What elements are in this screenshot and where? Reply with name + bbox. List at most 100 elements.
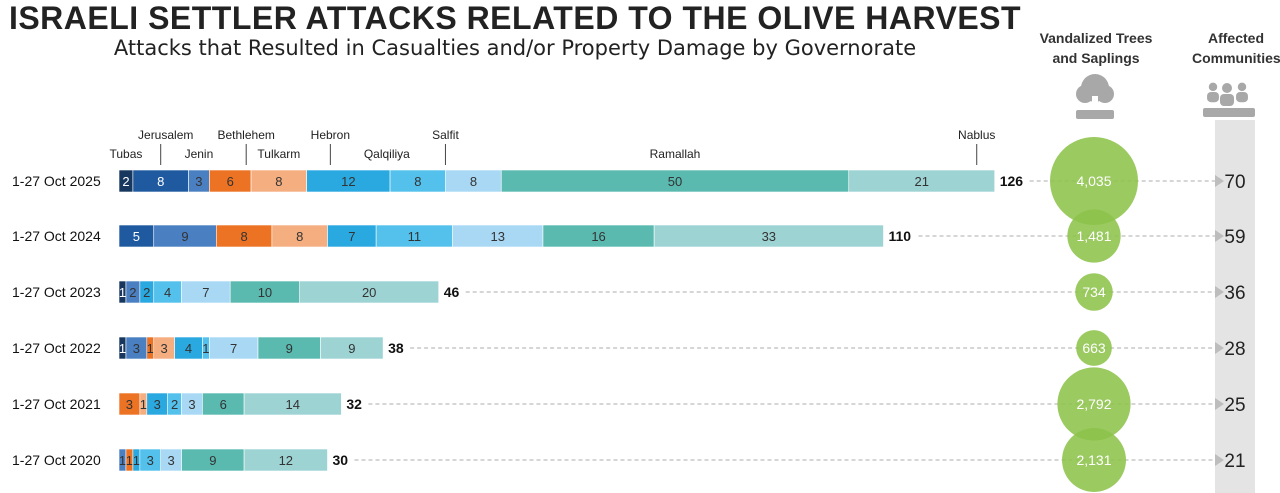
row-arrowhead bbox=[1215, 398, 1224, 410]
trees-bubble bbox=[1062, 428, 1126, 492]
segment-value-label: 20 bbox=[362, 285, 376, 300]
segment-value-label: 6 bbox=[220, 397, 227, 412]
trees-value-label: 2,792 bbox=[1076, 396, 1111, 412]
segment-value-label: 8 bbox=[275, 174, 282, 189]
segment-value-label: 5 bbox=[133, 229, 140, 244]
segment-value-label: 7 bbox=[230, 341, 237, 356]
row-label: 1-27 Oct 2024 bbox=[12, 228, 101, 244]
segment-value-label: 3 bbox=[126, 397, 133, 412]
trees-value-label: 2,131 bbox=[1076, 452, 1111, 468]
segment-value-label: 13 bbox=[491, 229, 505, 244]
segment-value-label: 7 bbox=[348, 229, 355, 244]
segment-value-label: 2 bbox=[129, 285, 136, 300]
row-arrowhead bbox=[1215, 230, 1224, 242]
segment-value-label: 1 bbox=[140, 397, 147, 412]
segment-value-label: 21 bbox=[914, 174, 928, 189]
segment-value-label: 1 bbox=[119, 453, 126, 468]
segment-value-label: 3 bbox=[154, 397, 161, 412]
row-arrowhead bbox=[1215, 454, 1224, 466]
segment-value-label: 3 bbox=[168, 453, 175, 468]
segment-value-label: 8 bbox=[470, 174, 477, 189]
governorate-label-bethlehem: Bethlehem bbox=[218, 128, 275, 142]
row-arrowhead bbox=[1215, 342, 1224, 354]
segment-value-label: 7 bbox=[202, 285, 209, 300]
communities-value-label: 25 bbox=[1224, 395, 1245, 416]
segment-value-label: 1 bbox=[119, 341, 126, 356]
segment-value-label: 2 bbox=[122, 174, 129, 189]
segment-value-label: 3 bbox=[195, 174, 202, 189]
segment-value-label: 1 bbox=[119, 285, 126, 300]
bar-segment-nablus bbox=[299, 280, 440, 304]
segment-value-label: 3 bbox=[133, 341, 140, 356]
governorate-label-tubas: Tubas bbox=[109, 147, 142, 161]
segment-value-label: 9 bbox=[181, 229, 188, 244]
segment-value-label: 3 bbox=[147, 453, 154, 468]
row-arrowhead bbox=[1215, 175, 1224, 187]
trees-value-label: 734 bbox=[1082, 284, 1106, 300]
governorate-label-tulkarm: Tulkarm bbox=[257, 147, 300, 161]
tree-icon bbox=[1076, 74, 1114, 119]
segment-value-label: 1 bbox=[133, 453, 140, 468]
governorate-label-jerusalem: Jerusalem bbox=[138, 128, 193, 142]
segment-value-label: 2 bbox=[171, 397, 178, 412]
segment-value-label: 9 bbox=[209, 453, 216, 468]
segment-value-label: 11 bbox=[408, 229, 422, 244]
segment-value-label: 10 bbox=[258, 285, 272, 300]
communities-value-label: 28 bbox=[1224, 339, 1245, 360]
governorate-label-qalqiliya: Qalqiliya bbox=[364, 147, 410, 161]
bar-segment-nablus bbox=[848, 169, 995, 193]
communities-value-label: 59 bbox=[1224, 227, 1245, 248]
trees-bubble bbox=[1075, 273, 1113, 311]
trees-column-header: Vandalized Trees and Saplings bbox=[1039, 30, 1153, 66]
trees-bubble bbox=[1050, 137, 1138, 225]
row-label: 1-27 Oct 2025 bbox=[12, 173, 101, 189]
trees-bubble bbox=[1057, 367, 1131, 441]
row-total-label: 46 bbox=[444, 284, 460, 300]
trees-value-label: 4,035 bbox=[1076, 173, 1111, 189]
communities-value-label: 21 bbox=[1224, 451, 1245, 472]
segment-value-label: 1 bbox=[126, 453, 133, 468]
segment-value-label: 3 bbox=[161, 341, 168, 356]
communities-value-label: 70 bbox=[1224, 172, 1245, 193]
communities-column-header: Affected Communities bbox=[1192, 30, 1280, 66]
governorate-label-salfit: Salfit bbox=[432, 128, 459, 142]
row-label: 1-27 Oct 2020 bbox=[12, 452, 101, 468]
row-total-label: 30 bbox=[333, 452, 349, 468]
segment-value-label: 6 bbox=[227, 174, 234, 189]
row-label: 1-27 Oct 2022 bbox=[12, 340, 101, 356]
row-total-label: 32 bbox=[346, 396, 362, 412]
segment-value-label: 4 bbox=[164, 285, 171, 300]
bar-segment-nablus bbox=[243, 448, 328, 472]
segment-value-label: 3 bbox=[188, 397, 195, 412]
segment-value-label: 8 bbox=[157, 174, 164, 189]
governorate-label-hebron: Hebron bbox=[311, 128, 350, 142]
segment-value-label: 9 bbox=[286, 341, 293, 356]
segment-value-label: 8 bbox=[414, 174, 421, 189]
segment-value-label: 9 bbox=[348, 341, 355, 356]
row-total-label: 38 bbox=[388, 340, 404, 356]
segment-value-label: 12 bbox=[341, 174, 355, 189]
segment-value-label: 16 bbox=[591, 229, 605, 244]
row-total-label: 110 bbox=[889, 228, 912, 244]
row-total-label: 126 bbox=[1000, 173, 1024, 189]
segment-value-label: 4 bbox=[185, 341, 192, 356]
segment-value-label: 8 bbox=[296, 229, 303, 244]
segment-value-label: 50 bbox=[668, 174, 682, 189]
row-label: 1-27 Oct 2021 bbox=[12, 396, 101, 412]
segment-value-label: 33 bbox=[762, 229, 776, 244]
row-label: 1-27 Oct 2023 bbox=[12, 284, 101, 300]
people-icon bbox=[1203, 82, 1255, 117]
trees-value-label: 1,481 bbox=[1076, 228, 1111, 244]
segment-value-label: 1 bbox=[147, 341, 154, 356]
bar-segment-nablus bbox=[653, 224, 884, 248]
governorate-label-nablus: Nablus bbox=[958, 128, 995, 142]
bar-segment-nablus bbox=[243, 392, 342, 416]
segment-value-label: 14 bbox=[286, 397, 300, 412]
governorate-label-jenin: Jenin bbox=[185, 147, 214, 161]
segment-value-label: 12 bbox=[279, 453, 293, 468]
trees-bubble bbox=[1067, 209, 1121, 263]
communities-value-label: 36 bbox=[1224, 283, 1245, 304]
trees-value-label: 663 bbox=[1082, 340, 1106, 356]
segment-value-label: 2 bbox=[143, 285, 150, 300]
